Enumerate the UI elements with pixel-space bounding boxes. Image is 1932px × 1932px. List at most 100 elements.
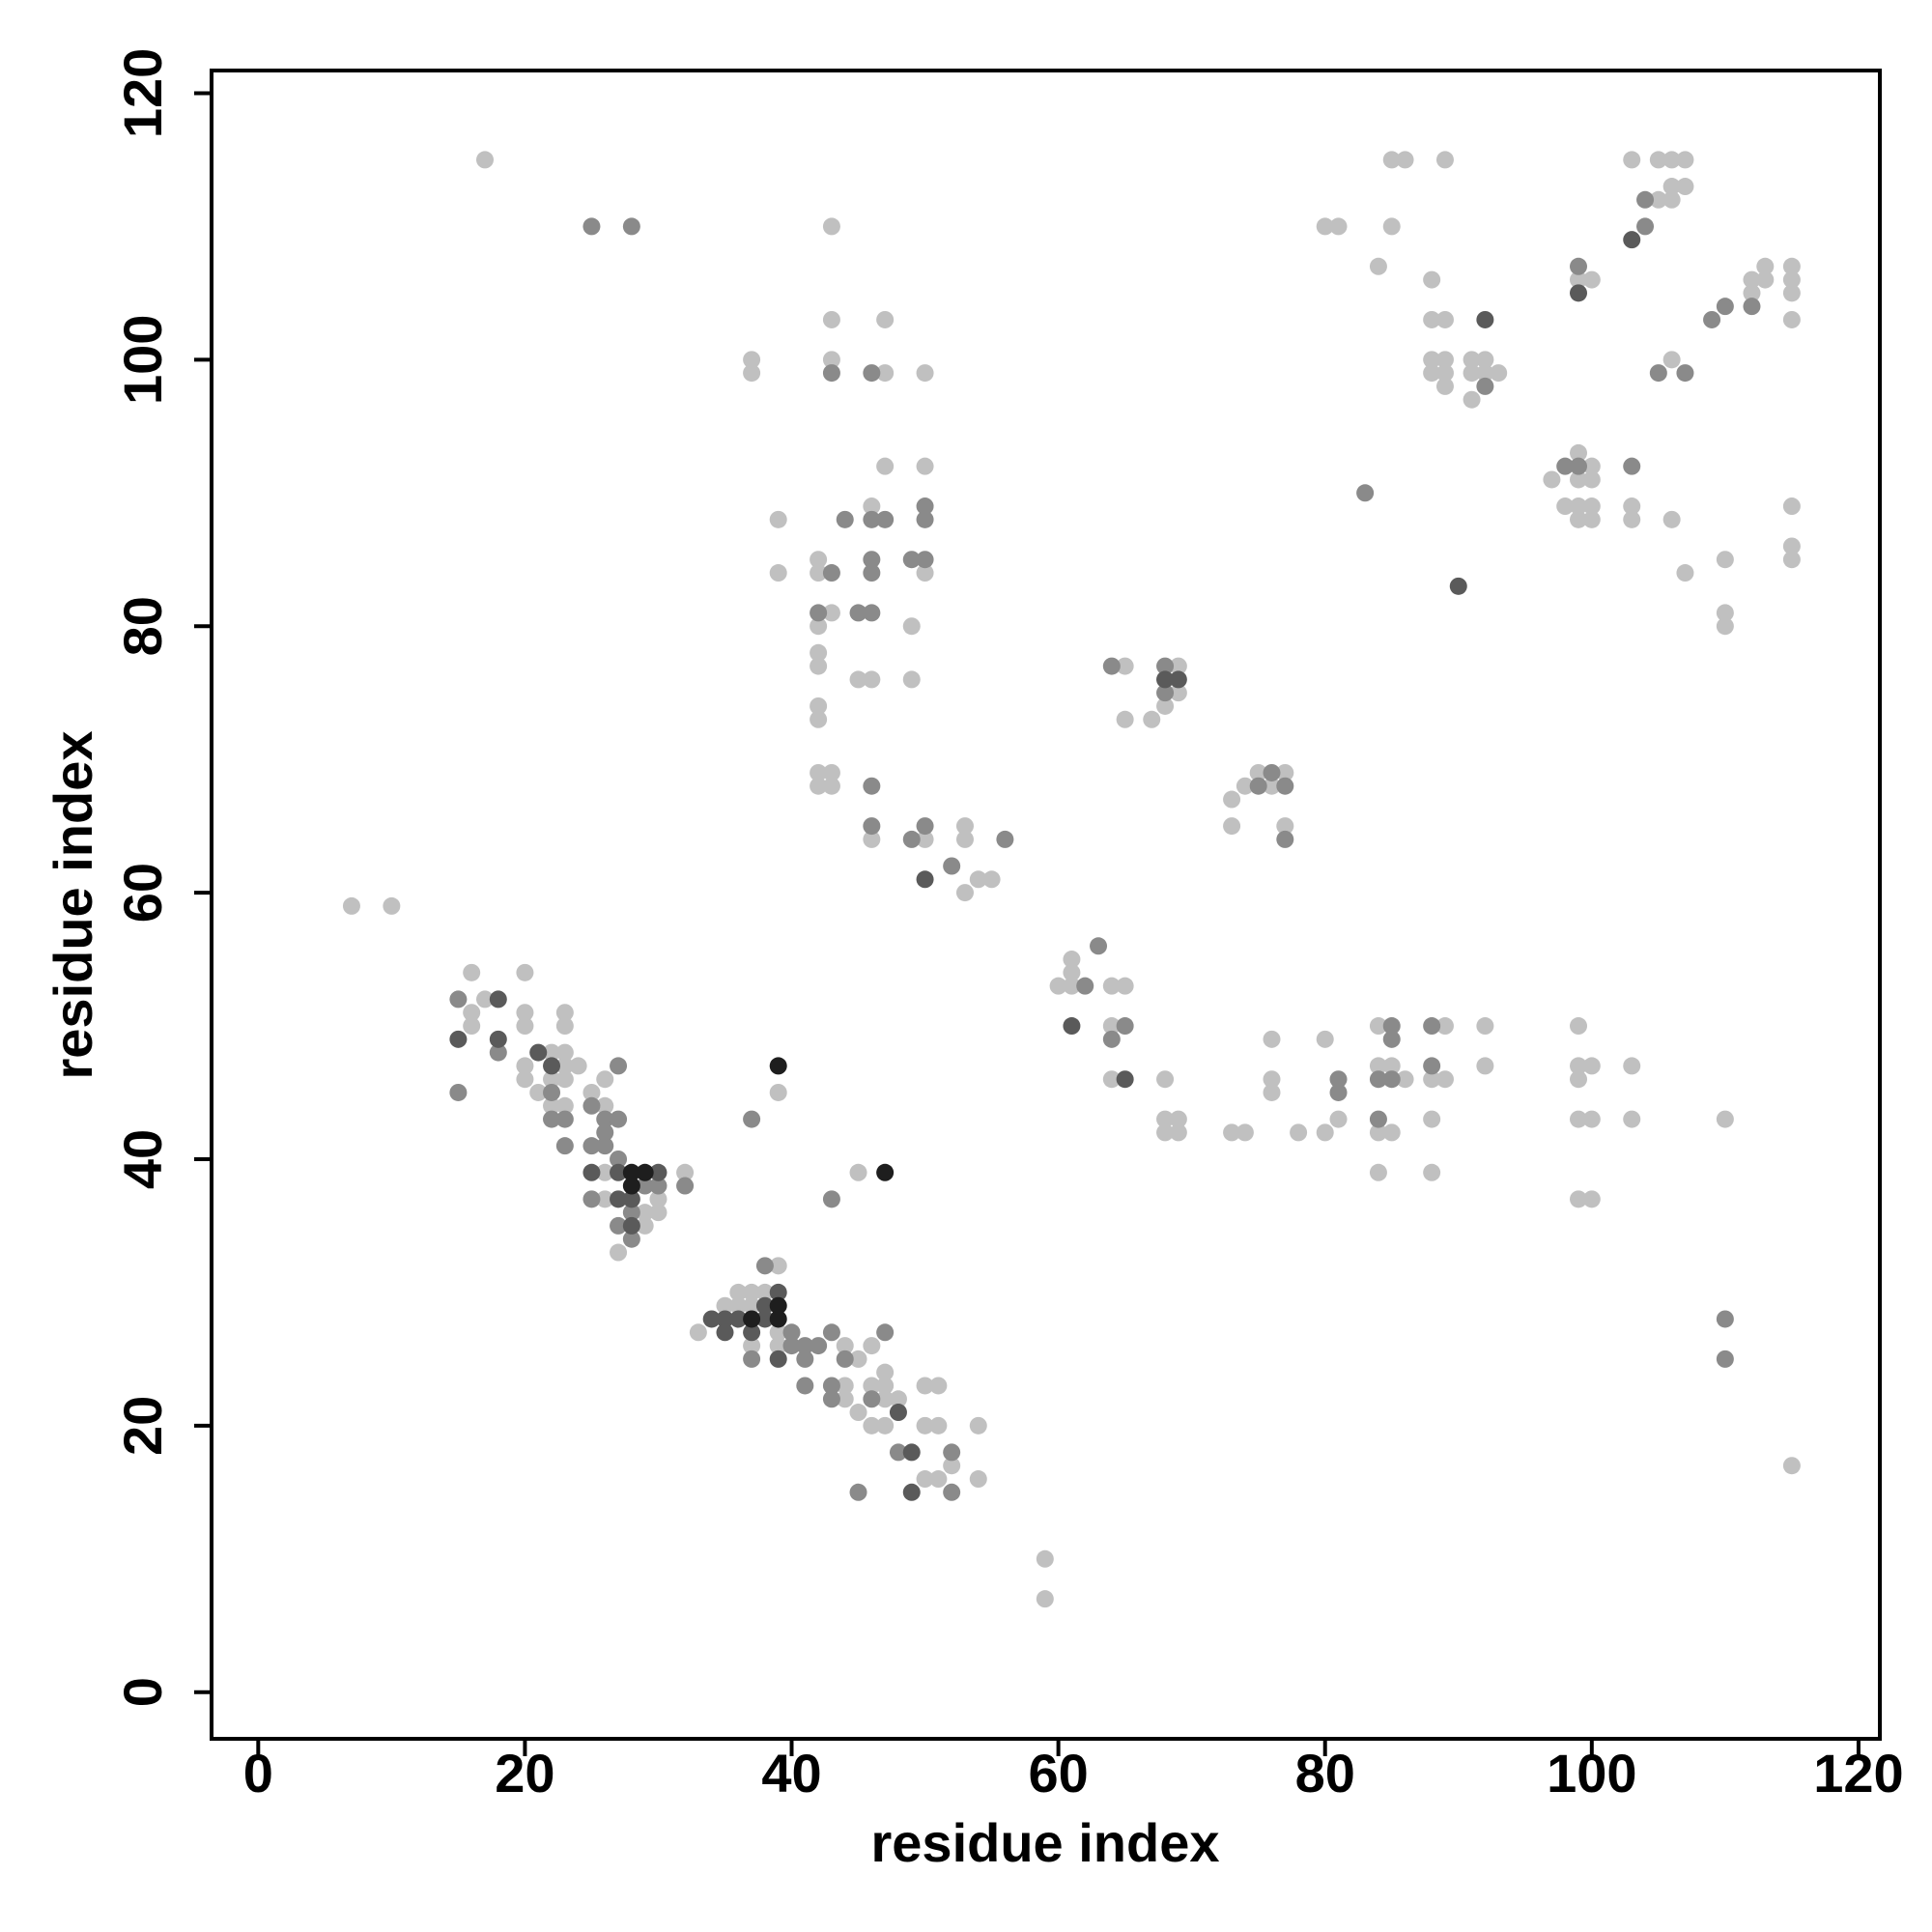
point xyxy=(582,217,601,236)
point xyxy=(555,1096,574,1115)
point xyxy=(849,1483,867,1501)
point xyxy=(863,1390,881,1408)
point xyxy=(810,777,828,795)
point xyxy=(1090,937,1108,955)
point xyxy=(1156,684,1175,702)
point xyxy=(543,1070,561,1089)
point xyxy=(1782,551,1801,569)
point xyxy=(1223,790,1241,809)
point xyxy=(916,364,934,383)
point xyxy=(463,963,481,981)
point xyxy=(1570,1057,1588,1075)
point xyxy=(1570,470,1588,489)
point xyxy=(849,670,867,689)
point xyxy=(463,1017,481,1036)
point xyxy=(1423,1070,1441,1089)
point xyxy=(676,1177,695,1195)
point xyxy=(1116,977,1134,995)
point xyxy=(1276,777,1294,795)
point xyxy=(916,830,934,848)
point xyxy=(1063,963,1081,981)
point xyxy=(1356,484,1375,502)
point xyxy=(916,510,934,528)
point xyxy=(622,1216,640,1235)
point xyxy=(1676,151,1694,169)
point xyxy=(916,1470,934,1489)
point xyxy=(743,1350,761,1368)
point xyxy=(796,1377,814,1395)
point xyxy=(1169,657,1187,675)
point xyxy=(582,1163,601,1181)
y-tick-label: 60 xyxy=(112,863,173,923)
point xyxy=(1623,510,1641,528)
point xyxy=(969,1470,987,1489)
point xyxy=(729,1296,748,1315)
point xyxy=(916,497,934,516)
point xyxy=(1662,510,1681,528)
point xyxy=(810,617,828,636)
point xyxy=(863,551,881,569)
point xyxy=(1276,817,1294,836)
point xyxy=(822,364,840,383)
point xyxy=(1449,577,1467,595)
point xyxy=(1716,617,1734,636)
point xyxy=(810,643,828,662)
point xyxy=(516,1004,534,1022)
point xyxy=(636,1216,654,1235)
point xyxy=(1423,1163,1441,1181)
point xyxy=(743,1283,761,1301)
point xyxy=(1156,670,1175,689)
point xyxy=(1570,457,1588,475)
point xyxy=(822,351,840,369)
point xyxy=(1676,564,1694,582)
point xyxy=(716,1323,734,1342)
point xyxy=(689,1323,707,1342)
point xyxy=(489,990,507,1009)
point xyxy=(716,1310,734,1328)
point xyxy=(943,1443,961,1462)
point xyxy=(769,1323,787,1342)
point xyxy=(902,670,921,689)
point xyxy=(810,604,828,622)
point xyxy=(1435,351,1454,369)
point xyxy=(1223,817,1241,836)
point xyxy=(1382,151,1401,169)
point xyxy=(610,1243,628,1262)
point xyxy=(1570,1190,1588,1208)
point xyxy=(516,1057,534,1075)
point xyxy=(1623,457,1641,475)
point xyxy=(1582,497,1601,516)
point xyxy=(1623,231,1641,249)
point xyxy=(743,1337,761,1355)
point xyxy=(622,1230,640,1248)
point xyxy=(916,1416,934,1435)
point xyxy=(1290,1123,1308,1142)
point xyxy=(822,763,840,781)
point xyxy=(1570,1110,1588,1128)
y-tick-label: 120 xyxy=(112,48,173,138)
point xyxy=(529,1043,548,1062)
point xyxy=(1756,270,1775,289)
point xyxy=(769,1337,787,1355)
point xyxy=(555,1017,574,1036)
point xyxy=(810,1337,828,1355)
point xyxy=(876,1363,895,1381)
point xyxy=(1623,1110,1641,1128)
point xyxy=(1382,1070,1401,1089)
point xyxy=(1249,777,1267,795)
point xyxy=(743,351,761,369)
point xyxy=(1423,310,1441,328)
point xyxy=(849,1404,867,1422)
point xyxy=(1743,284,1761,302)
y-tick-label: 0 xyxy=(112,1677,173,1707)
point xyxy=(876,364,895,383)
point xyxy=(755,1257,774,1275)
point xyxy=(743,1296,761,1315)
point xyxy=(1276,763,1294,781)
point xyxy=(1662,151,1681,169)
point xyxy=(810,657,828,675)
point xyxy=(1382,1030,1401,1048)
point xyxy=(1369,1123,1387,1142)
point xyxy=(1716,1350,1734,1368)
point xyxy=(916,870,934,889)
